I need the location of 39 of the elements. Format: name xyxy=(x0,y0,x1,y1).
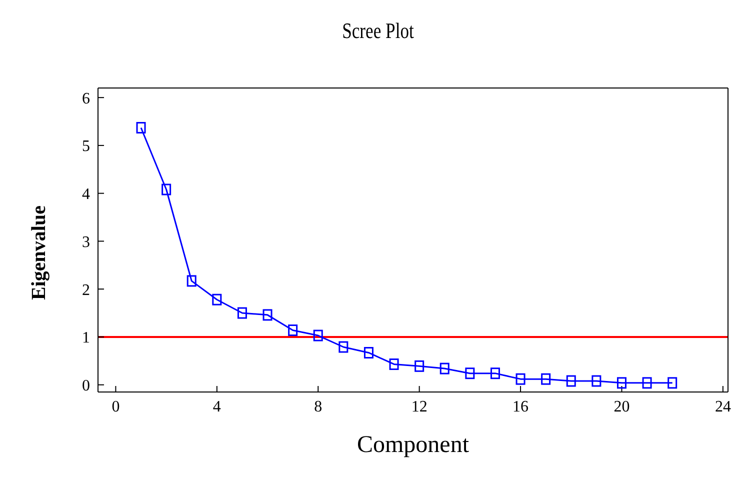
x-tick-label: 0 xyxy=(112,398,120,416)
point xyxy=(186,275,196,287)
point xyxy=(642,377,652,389)
point xyxy=(490,368,500,380)
point xyxy=(288,324,298,336)
x-tick-label: 12 xyxy=(411,398,428,416)
point xyxy=(414,360,424,372)
point xyxy=(616,377,626,389)
y-tick-label: 5 xyxy=(82,138,90,156)
point xyxy=(592,375,602,387)
point xyxy=(541,373,551,385)
point xyxy=(313,330,323,342)
point xyxy=(668,377,678,389)
point xyxy=(162,184,172,196)
point xyxy=(440,362,450,374)
point xyxy=(237,307,247,319)
x-tick-label: 16 xyxy=(512,398,529,416)
point xyxy=(338,341,348,353)
y-axis-title: Eigenvalue xyxy=(28,205,50,300)
y-tick-label: 2 xyxy=(82,282,90,299)
x-tick-label: 4 xyxy=(212,398,221,416)
x-axis-title: Component xyxy=(357,432,470,458)
y-tick-label: 1 xyxy=(82,330,90,347)
point xyxy=(262,309,272,321)
y-tick-label: 3 xyxy=(82,234,90,251)
point xyxy=(212,294,222,306)
x-tick-label: 24 xyxy=(714,398,731,416)
x-tick-label: 20 xyxy=(614,398,630,416)
chart-title: Scree Plot xyxy=(341,18,415,44)
y-tick-label: 4 xyxy=(82,186,90,204)
point xyxy=(566,375,576,387)
y-tick-label: 0 xyxy=(82,378,90,394)
point xyxy=(516,373,526,385)
point xyxy=(465,368,475,380)
x-tick-label: 8 xyxy=(314,398,322,416)
point xyxy=(364,346,374,358)
point xyxy=(136,122,146,134)
y-tick-label: 6 xyxy=(82,90,90,108)
point xyxy=(389,358,399,370)
